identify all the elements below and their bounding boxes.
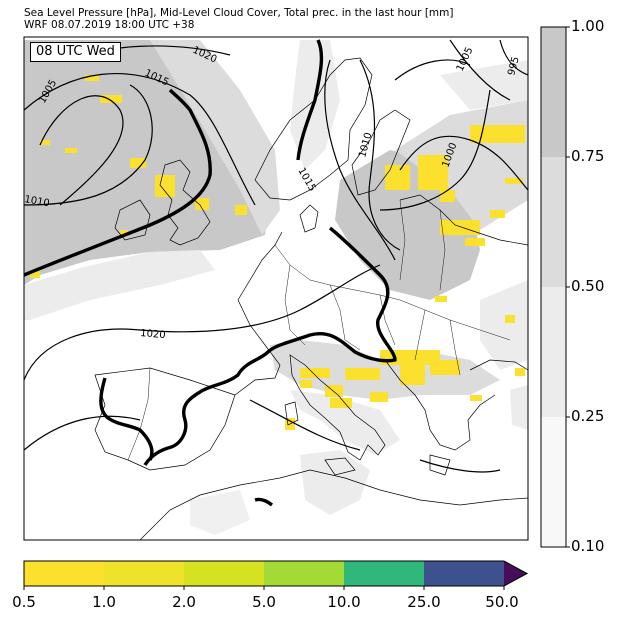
cloud-tick-label: 0.50 — [571, 277, 605, 295]
precip-tick-label: 1.0 — [92, 593, 116, 611]
isobar-label: 1020 — [140, 328, 166, 341]
cloud-tick-label: 0.25 — [571, 407, 605, 425]
fronts — [24, 39, 397, 507]
isobars — [24, 39, 528, 473]
chart-subtitle: WRF 08.07.2019 18:00 UTC +38 — [24, 19, 195, 31]
precip-colorbar-segment — [344, 561, 424, 586]
isobar-label: 1010 — [23, 194, 50, 209]
precipitation-colorbar — [23, 560, 529, 590]
coastlines — [94, 57, 528, 540]
precip-tick-label: 25.0 — [407, 593, 441, 611]
isobar-label: 995 — [506, 55, 522, 76]
precip-colorbar-segment — [104, 561, 184, 586]
cloud-colorbar-segment — [541, 417, 566, 547]
precip-colorbar-segment — [184, 561, 264, 586]
precip-tick-label: 50.0 — [485, 593, 519, 611]
cloud-tick-label: 1.00 — [571, 17, 605, 35]
map-frame — [23, 36, 529, 541]
cloud-cover-colorbar — [540, 26, 570, 548]
precip-colorbar-segment — [424, 561, 504, 586]
time-label: 08 UTC Wed — [30, 42, 121, 62]
cloud-tick-label: 0.10 — [571, 537, 605, 555]
cloud-tick-label: 0.75 — [571, 147, 605, 165]
cloud-cover-layer — [24, 40, 528, 535]
precip-tick-label: 2.0 — [172, 593, 196, 611]
cloud-colorbar-segment — [541, 27, 566, 157]
precip-colorbar-segment — [24, 561, 104, 586]
precip-colorbar-extend-arrow — [504, 561, 527, 586]
cloud-colorbar-segment — [541, 287, 566, 417]
precip-tick-label: 0.5 — [12, 593, 36, 611]
chart-title: Sea Level Pressure [hPa], Mid-Level Clou… — [24, 7, 454, 19]
cloud-colorbar-segment — [541, 157, 566, 287]
precip-tick-label: 10.0 — [327, 593, 361, 611]
precip-colorbar-segment — [264, 561, 344, 586]
precip-tick-label: 5.0 — [252, 593, 276, 611]
